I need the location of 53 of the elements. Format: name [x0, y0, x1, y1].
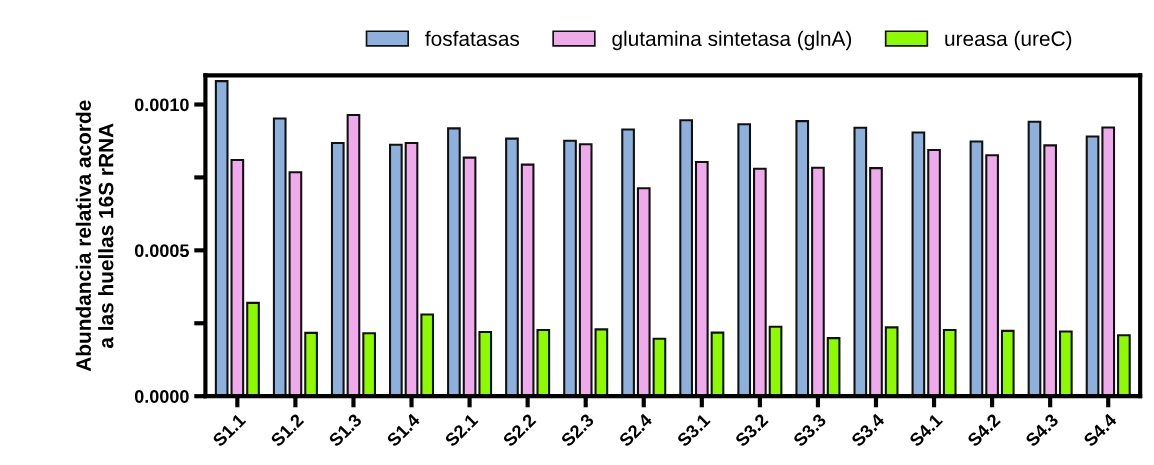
bar — [652, 337, 667, 397]
bar — [420, 313, 435, 397]
bar — [884, 326, 899, 397]
bar — [1000, 329, 1015, 397]
bar — [272, 117, 287, 397]
bar — [505, 137, 519, 397]
bar — [869, 167, 883, 397]
bar — [362, 332, 376, 397]
bar — [694, 160, 709, 397]
bar — [911, 131, 926, 397]
bar — [578, 143, 593, 397]
bar — [404, 141, 419, 397]
bar — [462, 156, 477, 397]
bar — [826, 337, 841, 397]
legend-label: ureasa (ureC) — [945, 30, 1072, 51]
bar — [346, 113, 361, 397]
bar — [536, 328, 551, 397]
bar — [288, 171, 303, 397]
bar — [520, 163, 535, 397]
bar — [969, 140, 984, 397]
bar — [330, 141, 345, 397]
bar — [985, 154, 999, 397]
y-tick-label: 0.0005 — [134, 244, 189, 258]
bar — [389, 143, 403, 397]
bar — [1058, 330, 1073, 397]
bar — [447, 127, 461, 397]
bar — [679, 119, 693, 397]
bar — [710, 331, 725, 397]
bar — [853, 126, 868, 397]
bar — [1027, 120, 1042, 397]
bar — [1117, 334, 1131, 397]
bar — [768, 325, 783, 397]
bar — [737, 123, 752, 397]
bar — [594, 328, 609, 397]
bar — [1085, 135, 1100, 397]
bar — [246, 301, 260, 397]
y-tick-label: 0.0010 — [134, 98, 189, 112]
bar — [753, 167, 767, 397]
bar — [927, 148, 941, 397]
y-axis-title: Abundancia relativa acorde a las huellas 16S rRNA — [75, 100, 114, 372]
legend-label: fosfatasas — [425, 30, 520, 47]
bar — [795, 120, 810, 397]
bar — [621, 128, 635, 397]
bar — [636, 187, 651, 397]
legend-label: glutamina sintetasa (glnA) — [612, 30, 852, 51]
y-tick-label: 0.0000 — [134, 390, 189, 403]
bar — [478, 330, 493, 397]
bar — [304, 331, 318, 397]
bar — [811, 166, 825, 397]
bar — [1101, 126, 1116, 397]
bar — [1043, 144, 1058, 397]
bar — [563, 139, 577, 397]
bar — [942, 328, 957, 397]
